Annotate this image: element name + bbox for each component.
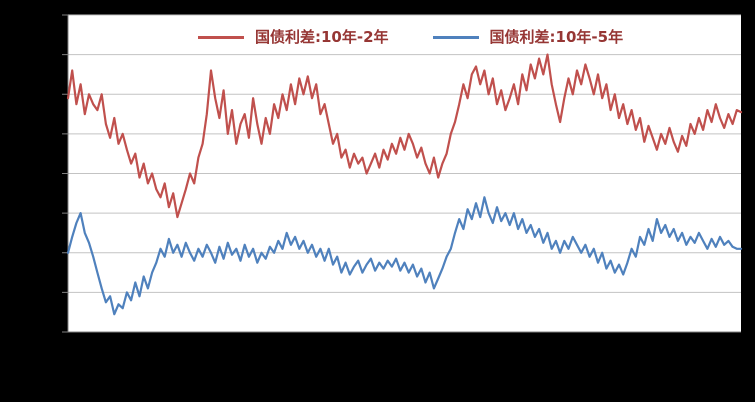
legend-line-sample-red — [198, 35, 244, 39]
chart-legend: 国债利差:10年-2年 国债利差:10年-5年 — [198, 27, 628, 48]
legend-item-spread-10y-5y: 国债利差:10年-5年 — [432, 27, 628, 48]
legend-label-spread-10y-5y: 国债利差:10年-5年 — [485, 27, 628, 48]
legend-line-sample-blue — [432, 35, 479, 39]
legend-item-spread-10y-2y: 国债利差:10年-2年 — [198, 27, 393, 48]
legend-label-spread-10y-2y: 国债利差:10年-2年 — [251, 27, 393, 48]
